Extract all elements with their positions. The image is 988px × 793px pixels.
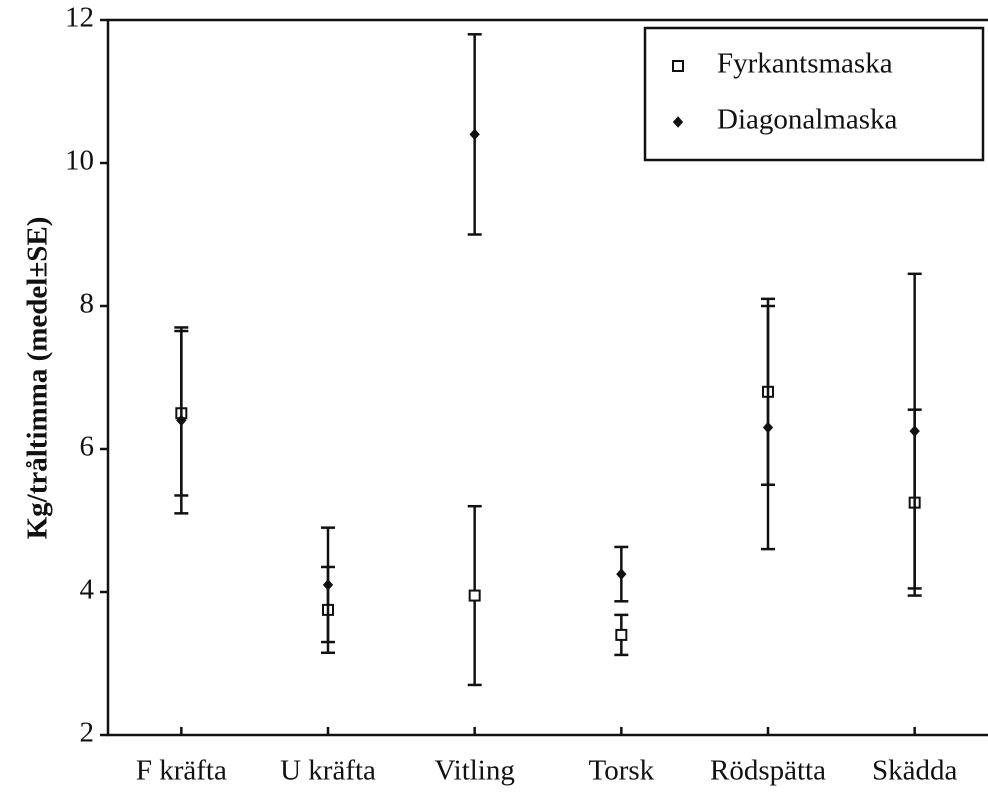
marker-diamond [762,421,774,434]
y-tick-label: 12 [65,2,94,34]
legend-label: Fyrkantsmaska [717,48,893,80]
legend: Fyrkantsmaska Diagonalmaska [643,26,985,162]
marker-diamond [469,128,480,141]
marker-square [468,589,481,602]
marker-diamond [616,568,627,580]
y-tick-label: 8 [80,288,95,320]
marker-diamond [176,414,187,427]
marker-diamond [909,425,920,437]
y-tick-label: 6 [80,431,95,463]
x-tick-label: F kräfta [136,755,227,787]
legend-label: Diagonalmaska [717,104,898,136]
marker-diamond [322,579,334,591]
marker-diamond [672,116,684,128]
x-tick-label: Rödspätta [710,755,826,787]
x-tick-label: Torsk [589,755,655,787]
plot-frame [106,18,988,737]
legend-box [643,26,985,162]
x-tick-label: U kräfta [280,755,376,787]
y-tick-label: 2 [80,717,95,749]
marker-square [615,628,628,641]
y-axis-label: Kg/tråltimma (medel±SE) [22,217,54,540]
y-tick-label: 10 [65,145,94,177]
marker-square [672,60,684,72]
x-tick-label: Vitling [434,755,514,787]
y-tick-label: 4 [80,574,95,606]
x-tick-label: Skädda [872,755,958,787]
